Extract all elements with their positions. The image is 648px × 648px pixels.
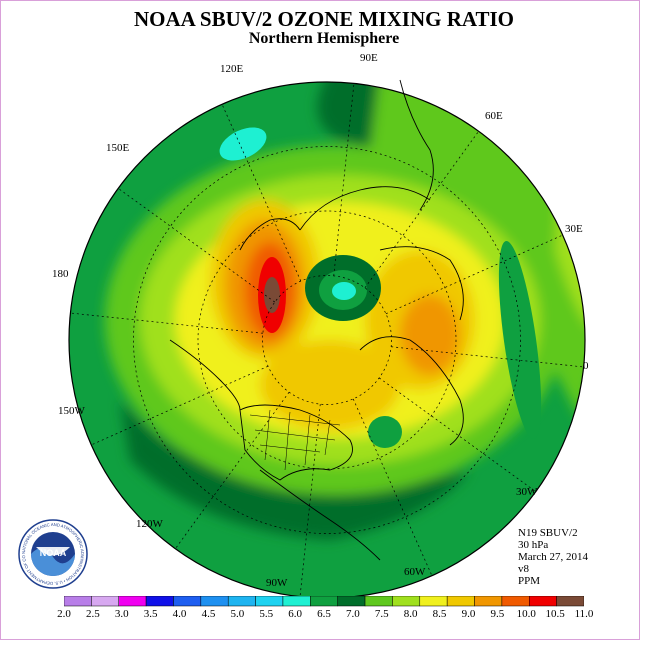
meridian-line [391, 346, 584, 368]
info-satellite: N19 SBUV/2 [518, 527, 578, 539]
meridian-line [333, 83, 355, 276]
figure-frame [0, 0, 640, 640]
colorbar-tick-label: 5.5 [259, 608, 274, 620]
colorbar-tick-label: 5.0 [230, 608, 245, 620]
colorbar-cell [145, 596, 174, 607]
colorbar-tick-label: 11.0 [574, 608, 594, 620]
colorbar-cell [282, 596, 311, 607]
logo-text: NOAA [40, 548, 67, 558]
graticule [70, 83, 584, 597]
ozone-field [69, 82, 585, 598]
meridian-line [352, 398, 433, 576]
lon-label-0: 0 [583, 360, 589, 372]
colorbar-cell [529, 596, 557, 607]
lon-label-30e: 30E [565, 223, 583, 235]
colorbar-tick-label: 9.5 [490, 608, 505, 620]
latitude-circle [197, 210, 457, 470]
info-date: March 27, 2014 [518, 551, 588, 563]
info-level: 30 hPa [518, 539, 549, 551]
lon-label-60e: 60E [485, 110, 503, 122]
colorbar-tick-label: 8.0 [403, 608, 418, 620]
meridian-line [385, 234, 563, 315]
colorbar-cell [64, 596, 92, 607]
colorbar-cell [446, 596, 475, 607]
colorbar-cell [337, 596, 366, 607]
colorbar-cell [501, 596, 530, 607]
colorbar-tick-label: 2.0 [57, 608, 71, 620]
meridian-line [299, 404, 321, 597]
colorbar-cell [173, 596, 202, 607]
colorbar-cell [364, 596, 393, 607]
colorbar-tick-label: 6.0 [288, 608, 302, 620]
colorbar-cell [474, 596, 503, 607]
colorbar-tick-label: 7.0 [346, 608, 360, 620]
lon-label-120e: 120E [220, 63, 244, 75]
meridian-line [118, 188, 276, 303]
meridian-line [378, 377, 536, 492]
info-version: v8 [518, 563, 529, 575]
lon-label-120w: 120W [136, 518, 163, 530]
colorbar-tick-label: 10.5 [545, 608, 565, 620]
colorbar-tick-label: 8.5 [432, 608, 447, 620]
colorbar-cell [227, 596, 256, 607]
lon-label-60w: 60W [404, 566, 426, 578]
colorbar-cell [392, 596, 421, 607]
meridian-line [91, 365, 269, 446]
colorbar-cell [118, 596, 147, 607]
lon-label-180: 180 [52, 268, 69, 280]
colorbar-cell [91, 596, 119, 607]
lon-label-30w: 30W [516, 486, 538, 498]
colorbar-tick-label: 6.5 [317, 608, 331, 620]
coastlines [169, 79, 464, 561]
info-units: PPM [518, 575, 541, 587]
lon-label-90w: 90W [266, 577, 288, 589]
meridian-line [221, 104, 302, 282]
lon-label-150w: 150W [58, 405, 85, 417]
colorbar-cell [200, 596, 229, 607]
colorbar-tick-label: 10.0 [516, 608, 536, 620]
lon-label-150e: 150E [106, 142, 130, 154]
us-states [249, 409, 341, 471]
colorbar-cell [556, 596, 584, 607]
noaa-logo: NATIONAL OCEANIC AND ATMOSPHERIC ADMINIS… [18, 519, 88, 589]
map-title: NOAA SBUV/2 OZONE MIXING RATIO [134, 7, 514, 31]
colorbar-tick-label: 7.5 [374, 608, 389, 620]
product-info: N19 SBUV/2 30 hPa March 27, 2014 v8 PPM [518, 527, 588, 587]
map-subtitle: Northern Hemisphere [248, 30, 400, 47]
colorbar-cell [310, 596, 338, 607]
colorbar-tick-label: 4.5 [201, 608, 216, 620]
colorbar-tick-label: 4.0 [172, 608, 187, 620]
colorbar-tick-label: 3.0 [114, 608, 129, 620]
colorbar [64, 596, 584, 607]
colorbar-cell [255, 596, 284, 607]
colorbar-tick-label: 3.5 [143, 608, 158, 620]
colorbar-tick-label: 2.5 [86, 608, 100, 620]
lon-label-90e: 90E [360, 52, 378, 64]
meridian-line [175, 391, 290, 549]
meridian-line [70, 312, 263, 334]
colorbar-tick-label: 9.0 [461, 608, 476, 620]
latitude-circle [133, 146, 521, 534]
meridian-line [364, 131, 479, 289]
latitude-circle [262, 275, 392, 405]
colorbar-cell [419, 596, 448, 607]
